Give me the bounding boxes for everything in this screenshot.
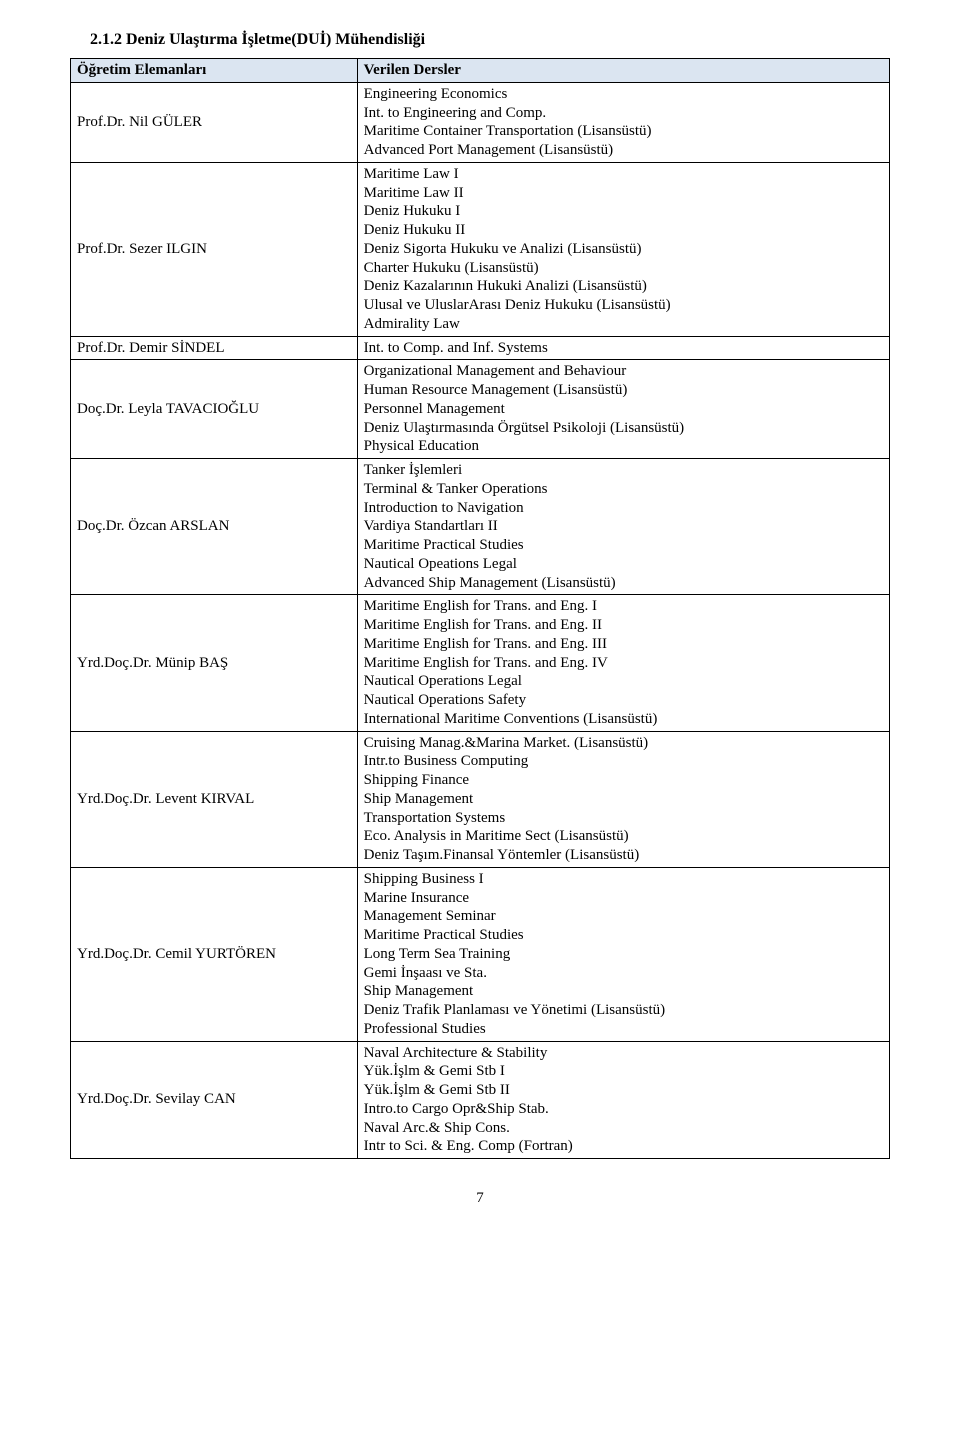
course-line: Deniz Hukuku I xyxy=(364,202,883,221)
course-line: Shipping Business I xyxy=(364,870,883,889)
faculty-name-cell: Prof.Dr. Demir SİNDEL xyxy=(71,336,358,360)
faculty-name-cell: Yrd.Doç.Dr. Münip BAŞ xyxy=(71,595,358,731)
courses-cell: Tanker İşlemleriTerminal & Tanker Operat… xyxy=(357,459,889,595)
courses-cell: Cruising Manag.&Marina Market. (Lisansüs… xyxy=(357,731,889,867)
table-row: Prof.Dr. Nil GÜLEREngineering EconomicsI… xyxy=(71,82,890,162)
course-line: Intro.to Cargo Opr&Ship Stab. xyxy=(364,1100,883,1119)
course-line: Physical Education xyxy=(364,437,883,456)
courses-cell: Organizational Management and BehaviourH… xyxy=(357,360,889,459)
course-line: Maritime Practical Studies xyxy=(364,536,883,555)
section-heading: 2.1.2 Deniz Ulaştırma İşletme(DUİ) Mühen… xyxy=(90,30,890,50)
faculty-name-cell: Prof.Dr. Sezer ILGIN xyxy=(71,162,358,336)
course-line: Organizational Management and Behaviour xyxy=(364,362,883,381)
course-line: Human Resource Management (Lisansüstü) xyxy=(364,381,883,400)
course-line: Admirality Law xyxy=(364,315,883,334)
faculty-name-cell: Doç.Dr. Özcan ARSLAN xyxy=(71,459,358,595)
course-line: Professional Studies xyxy=(364,1020,883,1039)
course-line: Ulusal ve UluslarArası Deniz Hukuku (Lis… xyxy=(364,296,883,315)
course-line: Gemi İnşaası ve Sta. xyxy=(364,964,883,983)
course-line: Naval Architecture & Stability xyxy=(364,1044,883,1063)
table-row: Yrd.Doç.Dr. Sevilay CANNaval Architectur… xyxy=(71,1041,890,1159)
table-row: Prof.Dr. Demir SİNDEL Int. to Comp. and I… xyxy=(71,336,890,360)
course-line: Transportation Systems xyxy=(364,809,883,828)
course-line: Nautical Operations Safety xyxy=(364,691,883,710)
course-line: Yük.İşlm & Gemi Stb I xyxy=(364,1062,883,1081)
course-line: Advanced Ship Management (Lisansüstü) xyxy=(364,574,883,593)
faculty-courses-table: Öğretim Elemanları Verilen Dersler Prof.… xyxy=(70,58,890,1159)
course-line: International Maritime Conventions (Lisa… xyxy=(364,710,883,729)
faculty-name-cell: Prof.Dr. Nil GÜLER xyxy=(71,82,358,162)
faculty-name-cell: Yrd.Doç.Dr. Levent KIRVAL xyxy=(71,731,358,867)
course-line: Maritime Law II xyxy=(364,184,883,203)
course-line: Charter Hukuku (Lisansüstü) xyxy=(364,259,883,278)
faculty-name-cell: Yrd.Doç.Dr. Sevilay CAN xyxy=(71,1041,358,1159)
page-number: 7 xyxy=(70,1189,890,1208)
table-row: Yrd.Doç.Dr. Levent KIRVAL Cruising Manag.… xyxy=(71,731,890,867)
course-line: Shipping Finance xyxy=(364,771,883,790)
course-line: Maritime English for Trans. and Eng. II xyxy=(364,616,883,635)
course-line: Advanced Port Management (Lisansüstü) xyxy=(364,141,883,160)
course-line: Maritime English for Trans. and Eng. I xyxy=(364,597,883,616)
course-line: Personnel Management xyxy=(364,400,883,419)
course-line: Engineering Economics xyxy=(364,85,883,104)
course-line: Management Seminar xyxy=(364,907,883,926)
course-line: Deniz Kazalarının Hukuki Analizi (Lisans… xyxy=(364,277,883,296)
courses-cell: Naval Architecture & StabilityYük.İşlm &… xyxy=(357,1041,889,1159)
course-line: Nautical Operations Legal xyxy=(364,672,883,691)
course-line: Int. to Comp. and Inf. Systems xyxy=(364,339,883,358)
courses-cell: Maritime Law IMaritime Law IIDeniz Hukuk… xyxy=(357,162,889,336)
table-header-row: Öğretim Elemanları Verilen Dersler xyxy=(71,59,890,83)
table-row: Yrd.Doç.Dr. Cemil YURTÖRENShipping Busin… xyxy=(71,867,890,1041)
course-line: Eco. Analysis in Maritime Sect (Lisansüs… xyxy=(364,827,883,846)
faculty-name-cell: Yrd.Doç.Dr. Cemil YURTÖREN xyxy=(71,867,358,1041)
course-line: Deniz Taşım.Finansal Yöntemler (Lisansüs… xyxy=(364,846,883,865)
course-line: Maritime English for Trans. and Eng. IV xyxy=(364,654,883,673)
course-line: Naval Arc.& Ship Cons. xyxy=(364,1119,883,1138)
table-row: Prof.Dr. Sezer ILGINMaritime Law IMariti… xyxy=(71,162,890,336)
header-right: Verilen Dersler xyxy=(357,59,889,83)
table-row: Yrd.Doç.Dr. Münip BAŞMaritime English fo… xyxy=(71,595,890,731)
faculty-name-cell: Doç.Dr. Leyla TAVACIOĞLU xyxy=(71,360,358,459)
table-row: Doç.Dr. Özcan ARSLANTanker İşlemleriTerm… xyxy=(71,459,890,595)
course-line: Maritime English for Trans. and Eng. III xyxy=(364,635,883,654)
course-line: Deniz Trafik Planlaması ve Yönetimi (Lis… xyxy=(364,1001,883,1020)
course-line: Vardiya Standartları II xyxy=(364,517,883,536)
course-line: Long Term Sea Training xyxy=(364,945,883,964)
course-line: Introduction to Navigation xyxy=(364,499,883,518)
course-line: Maritime Law I xyxy=(364,165,883,184)
course-line: Int. to Engineering and Comp. xyxy=(364,104,883,123)
course-line: Maritime Practical Studies xyxy=(364,926,883,945)
course-line: Maritime Container Transportation (Lisan… xyxy=(364,122,883,141)
course-line: Deniz Ulaştırmasında Örgütsel Psikoloji … xyxy=(364,419,883,438)
course-line: Nautical Opeations Legal xyxy=(364,555,883,574)
course-line: Intr.to Business Computing xyxy=(364,752,883,771)
course-line: Terminal & Tanker Operations xyxy=(364,480,883,499)
course-line: Ship Management xyxy=(364,982,883,1001)
courses-cell: Shipping Business IMarine InsuranceManag… xyxy=(357,867,889,1041)
course-line: Ship Management xyxy=(364,790,883,809)
course-line: Intr to Sci. & Eng. Comp (Fortran) xyxy=(364,1137,883,1156)
course-line: Deniz Hukuku II xyxy=(364,221,883,240)
courses-cell: Int. to Comp. and Inf. Systems xyxy=(357,336,889,360)
course-line: Yük.İşlm & Gemi Stb II xyxy=(364,1081,883,1100)
course-line: Deniz Sigorta Hukuku ve Analizi (Lisansü… xyxy=(364,240,883,259)
table-row: Doç.Dr. Leyla TAVACIOĞLUOrganizational M… xyxy=(71,360,890,459)
course-line: Marine Insurance xyxy=(364,889,883,908)
header-left: Öğretim Elemanları xyxy=(71,59,358,83)
course-line: Cruising Manag.&Marina Market. (Lisansüs… xyxy=(364,734,883,753)
course-line: Tanker İşlemleri xyxy=(364,461,883,480)
courses-cell: Maritime English for Trans. and Eng. IMa… xyxy=(357,595,889,731)
courses-cell: Engineering EconomicsInt. to Engineering… xyxy=(357,82,889,162)
